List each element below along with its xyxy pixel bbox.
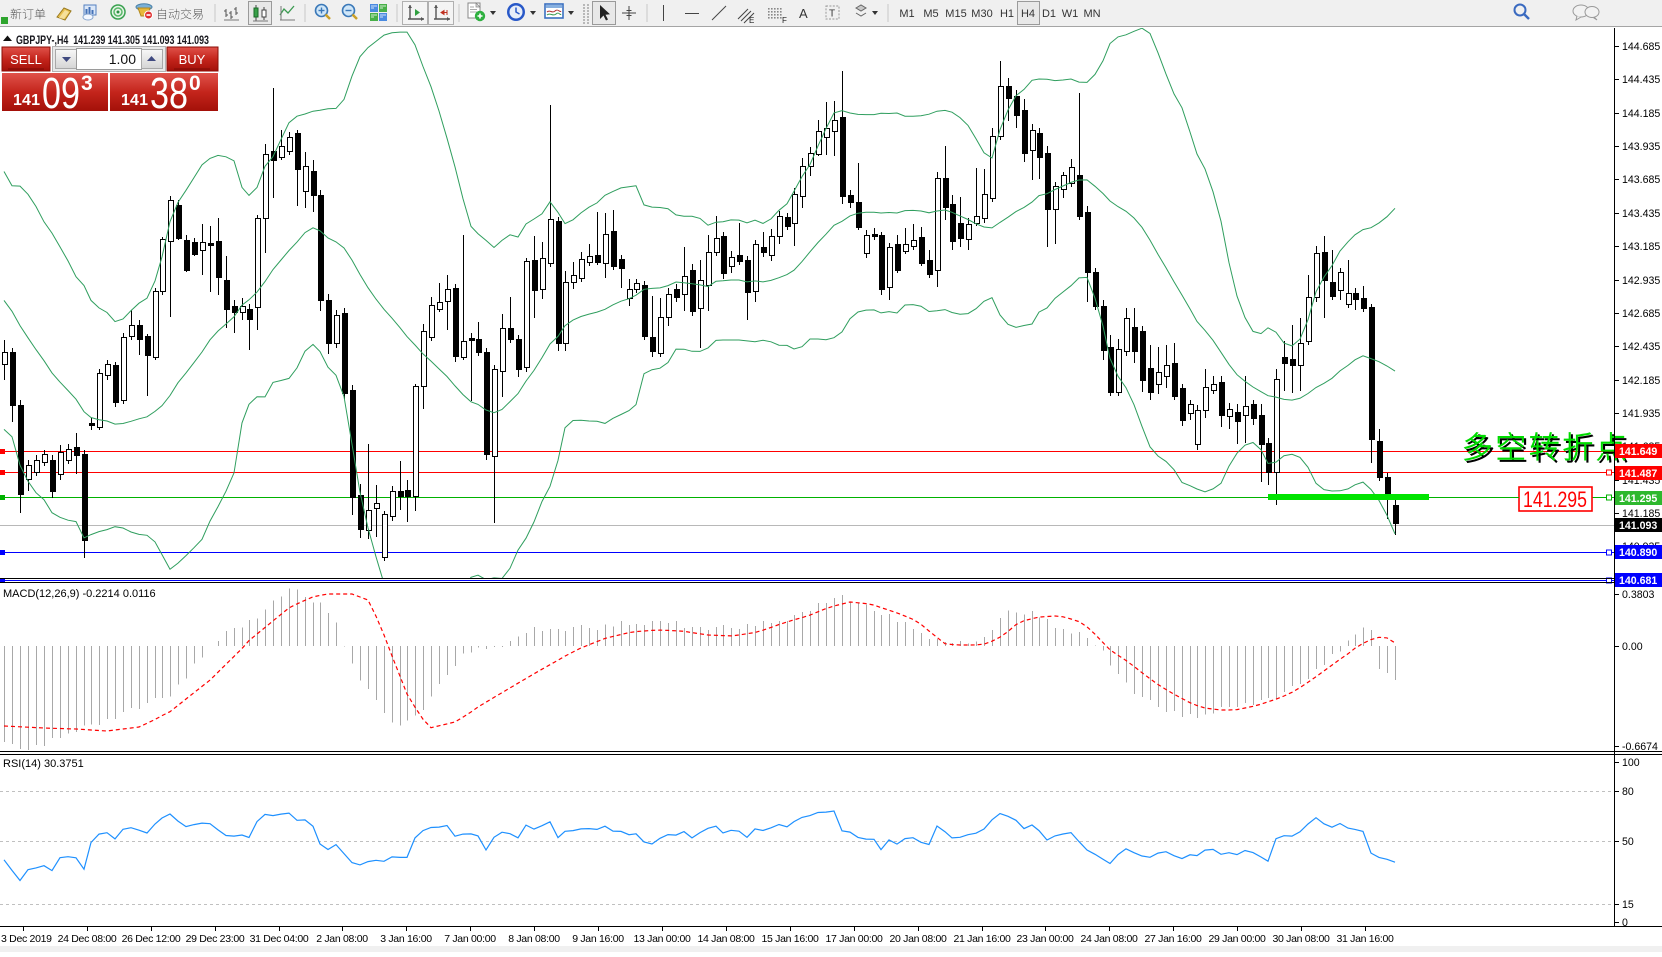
svg-text:30 Jan 08:00: 30 Jan 08:00 — [1272, 933, 1330, 945]
svg-text:RSI(14) 30.3751: RSI(14) 30.3751 — [3, 758, 84, 770]
svg-text:1.00: 1.00 — [109, 51, 136, 67]
svg-text:-0.6674: -0.6674 — [1622, 741, 1658, 753]
svg-text:0.3803: 0.3803 — [1622, 589, 1655, 601]
svg-text:24 Jan 08:00: 24 Jan 08:00 — [1080, 933, 1138, 945]
svg-text:141.093: 141.093 — [1619, 520, 1657, 532]
svg-text:7 Jan 00:00: 7 Jan 00:00 — [444, 933, 496, 945]
svg-text:27 Jan 16:00: 27 Jan 16:00 — [1144, 933, 1202, 945]
svg-text:T: T — [829, 9, 835, 20]
svg-text:29 Jan 00:00: 29 Jan 00:00 — [1208, 933, 1266, 945]
svg-text:144.685: 144.685 — [1622, 41, 1660, 53]
svg-text:141.487: 141.487 — [1619, 468, 1657, 480]
svg-text:0: 0 — [189, 72, 201, 95]
svg-text:143.935: 143.935 — [1622, 141, 1660, 153]
svg-text:141.295: 141.295 — [1619, 493, 1657, 505]
svg-text:141: 141 — [13, 92, 40, 109]
svg-text:31 Jan 16:00: 31 Jan 16:00 — [1336, 933, 1394, 945]
svg-text:141.185: 141.185 — [1622, 508, 1660, 520]
svg-text:W1: W1 — [1062, 8, 1079, 20]
svg-text:H4: H4 — [1021, 8, 1035, 20]
svg-text:GBPJPY-,H4 141.239 141.305 14: GBPJPY-,H4 141.239 141.305 141.093 141.0… — [16, 35, 209, 47]
svg-text:20 Jan 08:00: 20 Jan 08:00 — [889, 933, 947, 945]
svg-text:143.685: 143.685 — [1622, 174, 1660, 186]
svg-text:MN: MN — [1083, 8, 1100, 20]
svg-text:31 Dec 04:00: 31 Dec 04:00 — [250, 933, 309, 945]
svg-text:0.00: 0.00 — [1622, 641, 1643, 653]
svg-text:15 Jan 16:00: 15 Jan 16:00 — [761, 933, 819, 945]
svg-text:M5: M5 — [923, 8, 938, 20]
svg-text:M15: M15 — [945, 8, 966, 20]
svg-text:143.435: 143.435 — [1622, 208, 1660, 220]
svg-text:142.685: 142.685 — [1622, 308, 1660, 320]
svg-text:A: A — [799, 6, 808, 21]
svg-text:21 Jan 16:00: 21 Jan 16:00 — [953, 933, 1011, 945]
svg-text:144.435: 144.435 — [1622, 74, 1660, 86]
svg-text:14 Jan 08:00: 14 Jan 08:00 — [697, 933, 755, 945]
svg-text:38: 38 — [150, 69, 188, 118]
svg-text:50: 50 — [1622, 836, 1634, 848]
svg-text:26 Dec 12:00: 26 Dec 12:00 — [122, 933, 181, 945]
svg-text:0: 0 — [1622, 917, 1628, 929]
svg-text:2 Jan 08:00: 2 Jan 08:00 — [316, 933, 368, 945]
svg-text:09: 09 — [42, 69, 80, 118]
svg-text:141.295: 141.295 — [1523, 487, 1587, 512]
svg-text:140.681: 140.681 — [1619, 575, 1657, 587]
svg-text:SELL: SELL — [10, 52, 42, 67]
svg-text:141.649: 141.649 — [1619, 446, 1657, 458]
svg-text:17 Jan 00:00: 17 Jan 00:00 — [825, 933, 883, 945]
svg-text:8 Jan 08:00: 8 Jan 08:00 — [508, 933, 560, 945]
svg-text:142.935: 142.935 — [1622, 275, 1660, 287]
svg-text:15: 15 — [1622, 899, 1634, 911]
svg-text:144.185: 144.185 — [1622, 108, 1660, 120]
svg-text:3 Jan 16:00: 3 Jan 16:00 — [380, 933, 432, 945]
svg-text:D1: D1 — [1042, 8, 1056, 20]
svg-text:3 Dec 2019: 3 Dec 2019 — [1, 933, 52, 945]
svg-text:MACD(12,26,9) -0.2214 0.0116: MACD(12,26,9) -0.2214 0.0116 — [3, 588, 156, 600]
svg-text:23 Jan 00:00: 23 Jan 00:00 — [1016, 933, 1074, 945]
svg-text:M1: M1 — [899, 8, 914, 20]
svg-text:140.890: 140.890 — [1619, 547, 1657, 559]
svg-text:29 Dec 23:00: 29 Dec 23:00 — [186, 933, 245, 945]
svg-text:F: F — [782, 16, 787, 25]
svg-text:142.185: 142.185 — [1622, 375, 1660, 387]
svg-text:142.435: 142.435 — [1622, 341, 1660, 353]
svg-text:24 Dec 08:00: 24 Dec 08:00 — [58, 933, 117, 945]
svg-text:BUY: BUY — [179, 52, 206, 67]
svg-text:143.185: 143.185 — [1622, 241, 1660, 253]
svg-text:13 Jan 00:00: 13 Jan 00:00 — [633, 933, 691, 945]
svg-text:80: 80 — [1622, 786, 1634, 798]
svg-text:9 Jan 16:00: 9 Jan 16:00 — [572, 933, 624, 945]
svg-text:H1: H1 — [1000, 8, 1014, 20]
svg-text:E: E — [749, 16, 754, 25]
svg-text:100: 100 — [1622, 757, 1640, 769]
svg-text:141.935: 141.935 — [1622, 408, 1660, 420]
svg-text:141: 141 — [121, 92, 148, 109]
svg-text:3: 3 — [81, 72, 93, 95]
svg-text:M30: M30 — [971, 8, 992, 20]
